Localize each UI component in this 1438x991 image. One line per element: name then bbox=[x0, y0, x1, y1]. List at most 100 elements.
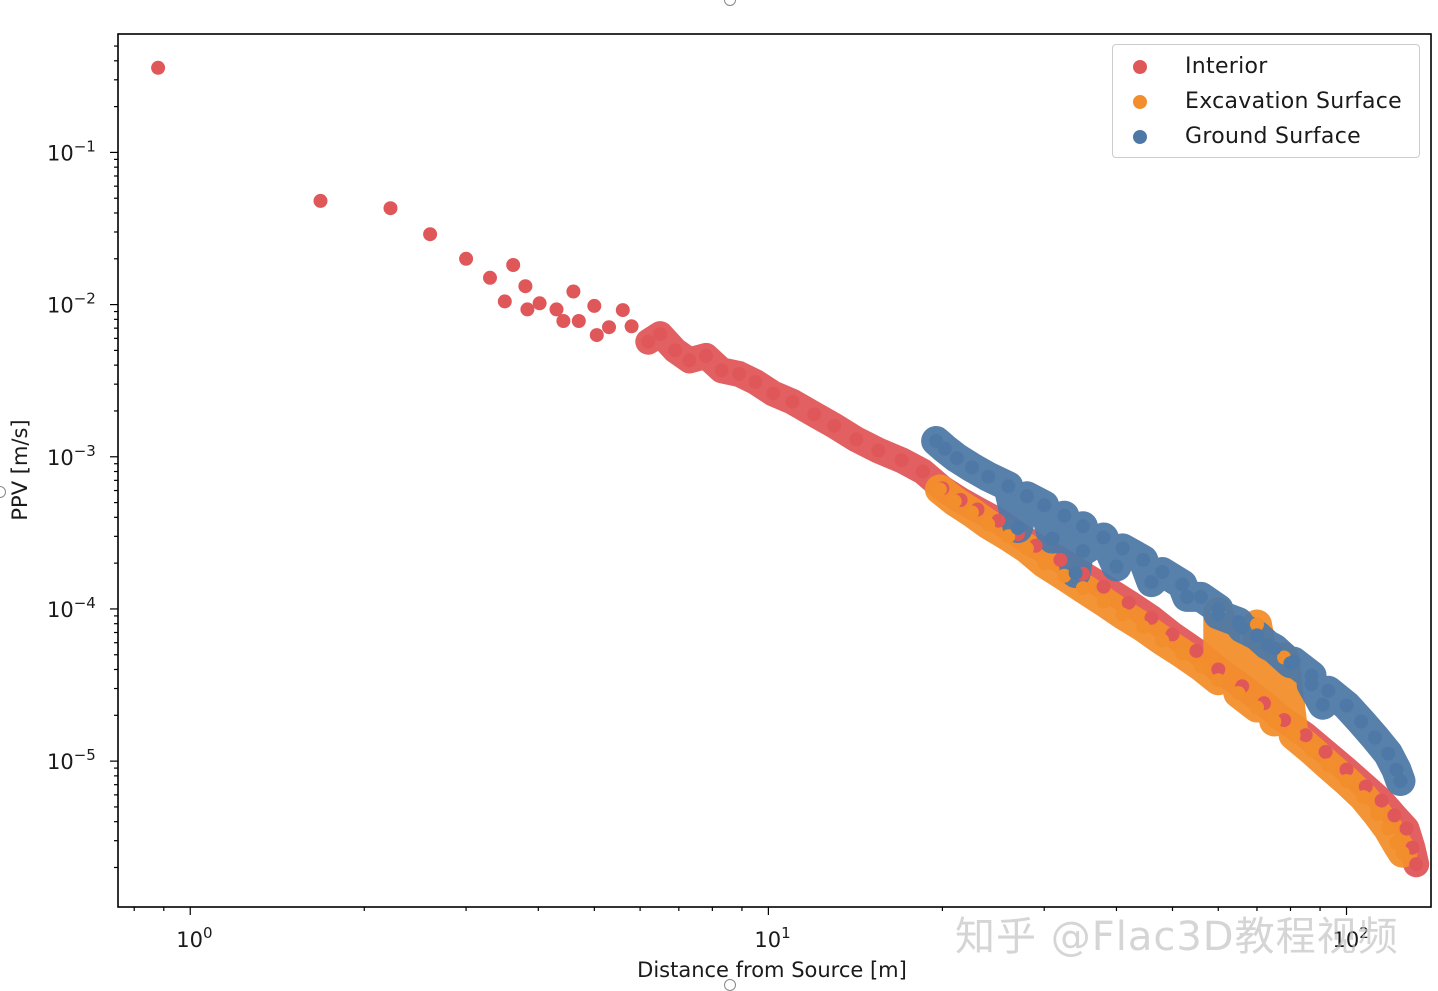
data-point-ground-surface-15 bbox=[1193, 589, 1208, 604]
data-point-interior-34 bbox=[894, 453, 909, 468]
legend: Interior Excavation Surface Ground Surfa… bbox=[1112, 44, 1420, 158]
data-point-interior-14 bbox=[571, 314, 586, 328]
data-point-excavation-surface-9 bbox=[1096, 594, 1111, 609]
data-point-ground-surface-25 bbox=[1368, 730, 1382, 745]
data-point-ground-surface-5 bbox=[1001, 479, 1016, 494]
data-point-interior-19 bbox=[624, 319, 639, 334]
data-points bbox=[151, 60, 1424, 872]
data-point-excavation-surface-16 bbox=[1231, 686, 1246, 701]
data-point-ground-surface-8 bbox=[1057, 508, 1072, 523]
data-point-interior-12 bbox=[556, 314, 571, 328]
legend-marker-ground-surface bbox=[1133, 129, 1147, 144]
data-point-interior-0 bbox=[151, 60, 166, 75]
data-point-excavation-surface-13 bbox=[1175, 646, 1190, 661]
data-point-interior-15 bbox=[587, 298, 602, 313]
data-point-excavation-surface-12 bbox=[1155, 633, 1170, 648]
data-point-interior-1 bbox=[313, 193, 328, 208]
data-point-ground-surface-39 bbox=[1304, 677, 1319, 692]
legend-marker-interior bbox=[1133, 59, 1147, 74]
data-point-ground-surface-36 bbox=[1235, 621, 1250, 635]
x-tick-label-2: 102 bbox=[1333, 924, 1369, 952]
resize-handle-bottom[interactable] bbox=[724, 979, 736, 991]
data-point-ground-surface-2 bbox=[950, 451, 964, 466]
data-point-excavation-surface-5 bbox=[1019, 541, 1034, 556]
data-point-ground-surface-27 bbox=[1389, 762, 1404, 777]
data-point-interior-11 bbox=[549, 302, 564, 317]
data-point-interior-16 bbox=[589, 328, 604, 343]
data-point-ground-surface-38 bbox=[1283, 656, 1298, 671]
legend-item-ground-surface: Ground Surface bbox=[1133, 119, 1361, 154]
plot-area bbox=[117, 33, 1432, 908]
y-axis-label: PPV [m/s] bbox=[8, 419, 32, 521]
data-point-ground-surface-31 bbox=[1075, 544, 1090, 559]
data-point-interior-20 bbox=[641, 334, 656, 349]
data-point-interior-31 bbox=[827, 418, 842, 433]
data-point-interior-28 bbox=[766, 386, 781, 401]
data-point-ground-surface-7 bbox=[1037, 498, 1052, 513]
legend-label-interior: Interior bbox=[1185, 54, 1268, 79]
data-point-interior-13 bbox=[566, 284, 581, 299]
x-axis-label: Distance from Source [m] bbox=[637, 958, 907, 982]
data-point-excavation-surface-10 bbox=[1115, 607, 1130, 622]
data-point-ground-surface-33 bbox=[1144, 575, 1159, 590]
data-point-ground-surface-28 bbox=[1393, 774, 1408, 788]
legend-label-ground-surface: Ground Surface bbox=[1185, 124, 1361, 149]
data-point-interior-33 bbox=[871, 443, 886, 458]
data-point-interior-42 bbox=[1053, 552, 1068, 567]
data-point-ground-surface-32 bbox=[1109, 559, 1124, 574]
data-point-ground-surface-37 bbox=[1260, 637, 1275, 652]
data-point-excavation-surface-18 bbox=[1267, 714, 1282, 729]
data-point-interior-57 bbox=[1374, 793, 1389, 808]
data-point-excavation-surface-15 bbox=[1211, 673, 1226, 688]
data-point-interior-47 bbox=[1165, 627, 1180, 642]
data-point-ground-surface-18 bbox=[1250, 628, 1264, 643]
data-point-interior-18 bbox=[615, 303, 630, 318]
data-point-interior-55 bbox=[1339, 762, 1354, 777]
data-point-ground-surface-3 bbox=[965, 460, 979, 475]
data-point-ground-surface-10 bbox=[1096, 530, 1111, 545]
data-point-excavation-surface-11 bbox=[1136, 620, 1151, 635]
data-point-ground-surface-30 bbox=[1045, 531, 1060, 546]
data-point-ground-surface-12 bbox=[1136, 552, 1151, 567]
data-point-excavation-surface-25 bbox=[1381, 821, 1396, 836]
data-point-interior-49 bbox=[1211, 662, 1226, 677]
data-point-excavation-surface-21 bbox=[1321, 758, 1336, 773]
data-point-excavation-surface-2 bbox=[965, 505, 979, 520]
data-point-excavation-surface-1 bbox=[947, 494, 962, 509]
data-point-ground-surface-14 bbox=[1175, 577, 1190, 592]
data-point-interior-9 bbox=[520, 302, 535, 317]
data-point-excavation-surface-27 bbox=[1395, 845, 1410, 860]
data-point-excavation-surface-19 bbox=[1286, 728, 1301, 743]
data-point-ground-surface-6 bbox=[1019, 489, 1034, 504]
data-point-ground-surface-1 bbox=[937, 441, 952, 456]
y-tick-label-1: 10−2 bbox=[47, 290, 96, 318]
data-point-interior-21 bbox=[653, 327, 668, 342]
data-point-interior-53 bbox=[1298, 728, 1313, 743]
data-point-excavation-surface-4 bbox=[1001, 529, 1016, 544]
data-point-interior-25 bbox=[714, 363, 729, 378]
y-tick-label-3: 10−4 bbox=[47, 594, 96, 622]
data-point-ground-surface-40 bbox=[1315, 697, 1330, 712]
data-point-ground-surface-34 bbox=[1180, 589, 1195, 604]
y-tick-label-0: 10−1 bbox=[47, 137, 96, 165]
data-point-excavation-surface-8 bbox=[1075, 581, 1090, 596]
data-point-interior-7 bbox=[506, 258, 521, 272]
data-point-ground-surface-26 bbox=[1381, 746, 1396, 761]
data-point-excavation-surface-22 bbox=[1339, 774, 1354, 788]
data-point-interior-29 bbox=[785, 394, 800, 409]
data-point-interior-2 bbox=[383, 201, 398, 216]
data-point-interior-23 bbox=[682, 353, 697, 368]
data-point-excavation-surface-29 bbox=[1250, 617, 1264, 632]
data-point-interior-44 bbox=[1096, 579, 1111, 594]
data-point-ground-surface-35 bbox=[1211, 607, 1226, 622]
legend-marker-excavation-surface bbox=[1133, 94, 1147, 109]
data-point-interior-46 bbox=[1144, 610, 1159, 625]
axes: 100 101 102 10−1 10−2 10−3 10−4 10−5 bbox=[47, 45, 1369, 952]
data-point-excavation-surface-3 bbox=[981, 517, 996, 532]
x-tick-label-0: 100 bbox=[176, 924, 212, 952]
data-point-ground-surface-24 bbox=[1354, 714, 1369, 729]
legend-item-excavation-surface: Excavation Surface bbox=[1133, 84, 1402, 119]
data-point-ground-surface-11 bbox=[1115, 541, 1130, 556]
